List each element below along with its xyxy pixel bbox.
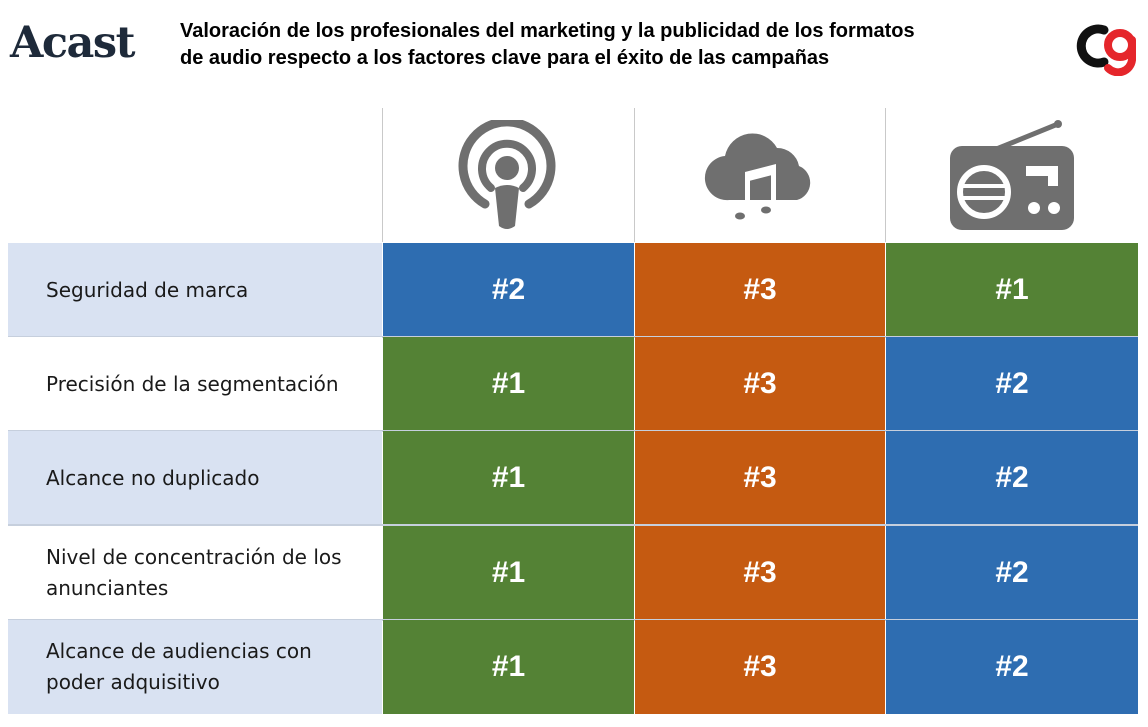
podcast-icon xyxy=(458,120,556,229)
rank-cell: #1 xyxy=(383,526,634,620)
column-header-podcast xyxy=(383,108,634,242)
rank-cell: #3 xyxy=(635,431,885,525)
rank-cell: #1 xyxy=(383,620,634,714)
rank-cell: #3 xyxy=(635,620,885,714)
page-title: Valoración de los profesionales del mark… xyxy=(180,18,915,72)
column-header-streaming xyxy=(635,108,885,242)
column-header-radio xyxy=(886,108,1138,242)
title-line-1: Valoración de los profesionales del mark… xyxy=(180,20,915,42)
row-label: Precisión de la segmentación xyxy=(8,337,382,431)
cloud-music-icon xyxy=(704,133,811,223)
rank-cell: #2 xyxy=(383,243,634,337)
rank-cell: #2 xyxy=(886,337,1138,431)
column-divider xyxy=(634,108,635,242)
radio-icon xyxy=(950,120,1074,230)
row-label: Alcance de audiencias con poder adquisit… xyxy=(8,620,382,714)
rank-cell: #3 xyxy=(635,243,885,337)
rank-cell: #1 xyxy=(383,431,634,525)
title-line-2: de audio respecto a los factores clave p… xyxy=(180,47,830,69)
row-label: Seguridad de marca xyxy=(8,243,382,337)
rank-cell: #1 xyxy=(383,337,634,431)
column-divider xyxy=(885,108,886,242)
rank-cell: #3 xyxy=(635,526,885,620)
rank-cell: #2 xyxy=(886,526,1138,620)
acast-logo: Acast xyxy=(10,18,135,68)
row-label: Alcance no duplicado xyxy=(8,431,382,525)
row-divider xyxy=(8,524,1138,526)
rank-cell: #2 xyxy=(886,620,1138,714)
rank-cell: #3 xyxy=(635,337,885,431)
rank-cell: #2 xyxy=(886,431,1138,525)
row-label: Nivel de concentración de los anunciante… xyxy=(8,526,382,620)
column-divider xyxy=(382,108,383,242)
brand-logo-icon xyxy=(1076,24,1136,76)
rank-cell: #1 xyxy=(886,243,1138,337)
